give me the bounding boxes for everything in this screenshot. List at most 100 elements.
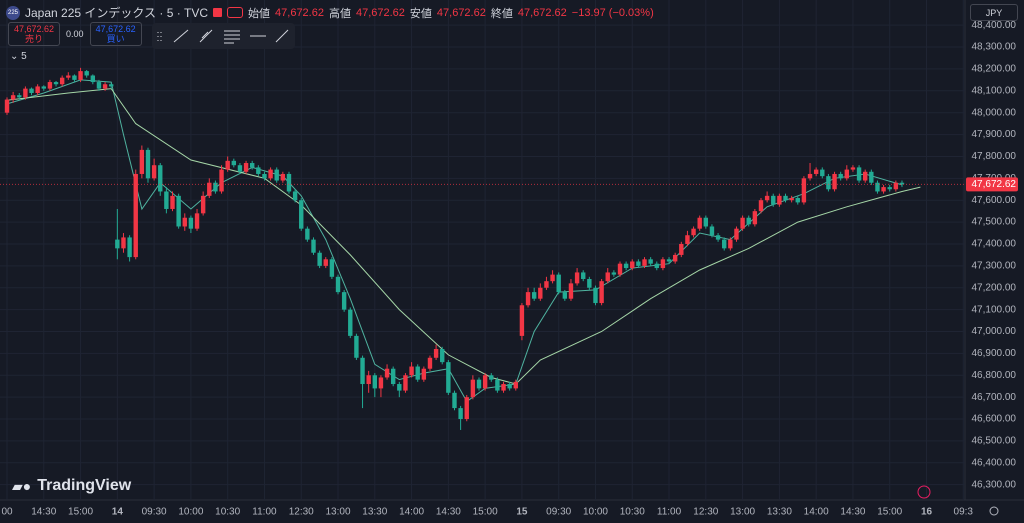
candle-body [53, 82, 59, 85]
close-label: 終値 [490, 7, 513, 20]
change: −13.97 (−0.03%) [571, 6, 654, 19]
candle-body [207, 182, 212, 196]
flag[interactable] [213, 8, 223, 17]
candle-body [807, 173, 813, 179]
candle-body [164, 191, 169, 209]
candle-body [323, 259, 328, 266]
candles [4, 67, 905, 430]
y-tick-label: 48,300.00 [972, 42, 1017, 53]
line-tool[interactable] [275, 29, 289, 43]
candle-body [397, 384, 402, 391]
candle-body [691, 228, 696, 236]
candle-body [850, 167, 856, 170]
sell-button[interactable]: 47,672.62 売り [8, 22, 61, 46]
y-tick-label: 47,500.00 [972, 217, 1017, 228]
brand: ▰● TradingView [12, 477, 131, 495]
trade-panel: 47,672.62 売り 0.00 47,672.62 買い [8, 22, 142, 46]
x-tick-label: 15:00 [68, 507, 93, 518]
candle-body [84, 71, 89, 76]
candle-body [495, 379, 500, 391]
buy-button[interactable]: 47,672.62 買い [89, 22, 142, 46]
candle-body [752, 211, 758, 225]
fib-tool[interactable] [224, 30, 240, 44]
candle-body [869, 171, 874, 183]
candle-body [470, 379, 476, 398]
candle-body [139, 149, 145, 174]
candle-body [446, 362, 451, 393]
candle-body [170, 195, 175, 209]
candle-body [801, 178, 807, 203]
candle-body [237, 165, 243, 172]
candle-body [875, 182, 880, 192]
x-tick-label: 10:30 [620, 507, 645, 518]
candle-body [538, 287, 543, 299]
x-tick-label: 12:30 [289, 507, 314, 518]
candle-body [795, 198, 800, 203]
candle-body [176, 195, 181, 227]
candle-body [274, 169, 279, 181]
candle-body [887, 187, 892, 190]
indicator-toggle[interactable]: ⌄ 5 [10, 51, 27, 62]
candle-body [59, 77, 65, 85]
drag-handle[interactable] [157, 32, 162, 41]
toggle[interactable] [227, 7, 244, 18]
candle-body [679, 243, 684, 255]
candle-body [360, 357, 365, 385]
high-value: 47,672.62 [355, 6, 405, 19]
trend-tool[interactable] [173, 29, 189, 43]
toolbar-icons [157, 29, 289, 44]
candle-body [856, 167, 862, 181]
candle-body [715, 235, 721, 240]
candle-body [813, 169, 819, 174]
candle-body [832, 173, 837, 190]
candle-body [390, 368, 396, 385]
candle-body [305, 228, 310, 240]
candle-body [427, 357, 433, 369]
candle-body [200, 195, 206, 214]
currency[interactable]: JPY [970, 4, 1018, 21]
candle-body [250, 163, 255, 168]
candle-body [78, 71, 83, 80]
candle-body [556, 274, 561, 293]
last-price-box [966, 177, 1018, 192]
y-tick-label: 48,100.00 [972, 85, 1017, 96]
candle-body [531, 292, 537, 299]
x-tick-label: 09:30 [546, 507, 571, 518]
candle-body [672, 254, 678, 262]
candle-body [648, 259, 653, 264]
y-tick-label: 47,300.00 [972, 261, 1017, 272]
candle-body [513, 381, 518, 389]
candle-body [219, 169, 224, 192]
candle-body [231, 160, 237, 166]
candle-body [372, 375, 377, 389]
candle-body [341, 292, 347, 310]
candle-body [587, 278, 592, 288]
candle-body [482, 375, 488, 389]
candle-body [127, 237, 132, 258]
candle-body [599, 281, 604, 304]
symbol-name[interactable]: Japan 225 インデックス · 5 · TVC [25, 6, 209, 20]
low-value: 47,672.62 [436, 6, 486, 19]
moving-average [6, 88, 921, 385]
candle-body [593, 287, 598, 304]
y-tick-label: 48,000.00 [972, 107, 1017, 118]
event-icon[interactable] [917, 485, 931, 499]
candle-body [10, 95, 16, 100]
sell-price: 47,672.62 [14, 24, 55, 34]
last-price-label: 47,672.62 [972, 179, 1017, 190]
channel-tool[interactable] [199, 29, 213, 43]
candle-body [789, 198, 794, 201]
candle-body [403, 375, 408, 391]
settings-icon[interactable] [989, 506, 999, 516]
candle-body [783, 195, 788, 201]
x-tick-label: 15:00 [877, 507, 902, 518]
candle-body [23, 88, 28, 98]
candle-body [188, 217, 194, 229]
candle-body [476, 379, 482, 389]
x-tick-label: 13:00 [326, 507, 351, 518]
candle-body [489, 375, 494, 380]
candle-body [777, 195, 782, 205]
candle-body [133, 173, 138, 258]
